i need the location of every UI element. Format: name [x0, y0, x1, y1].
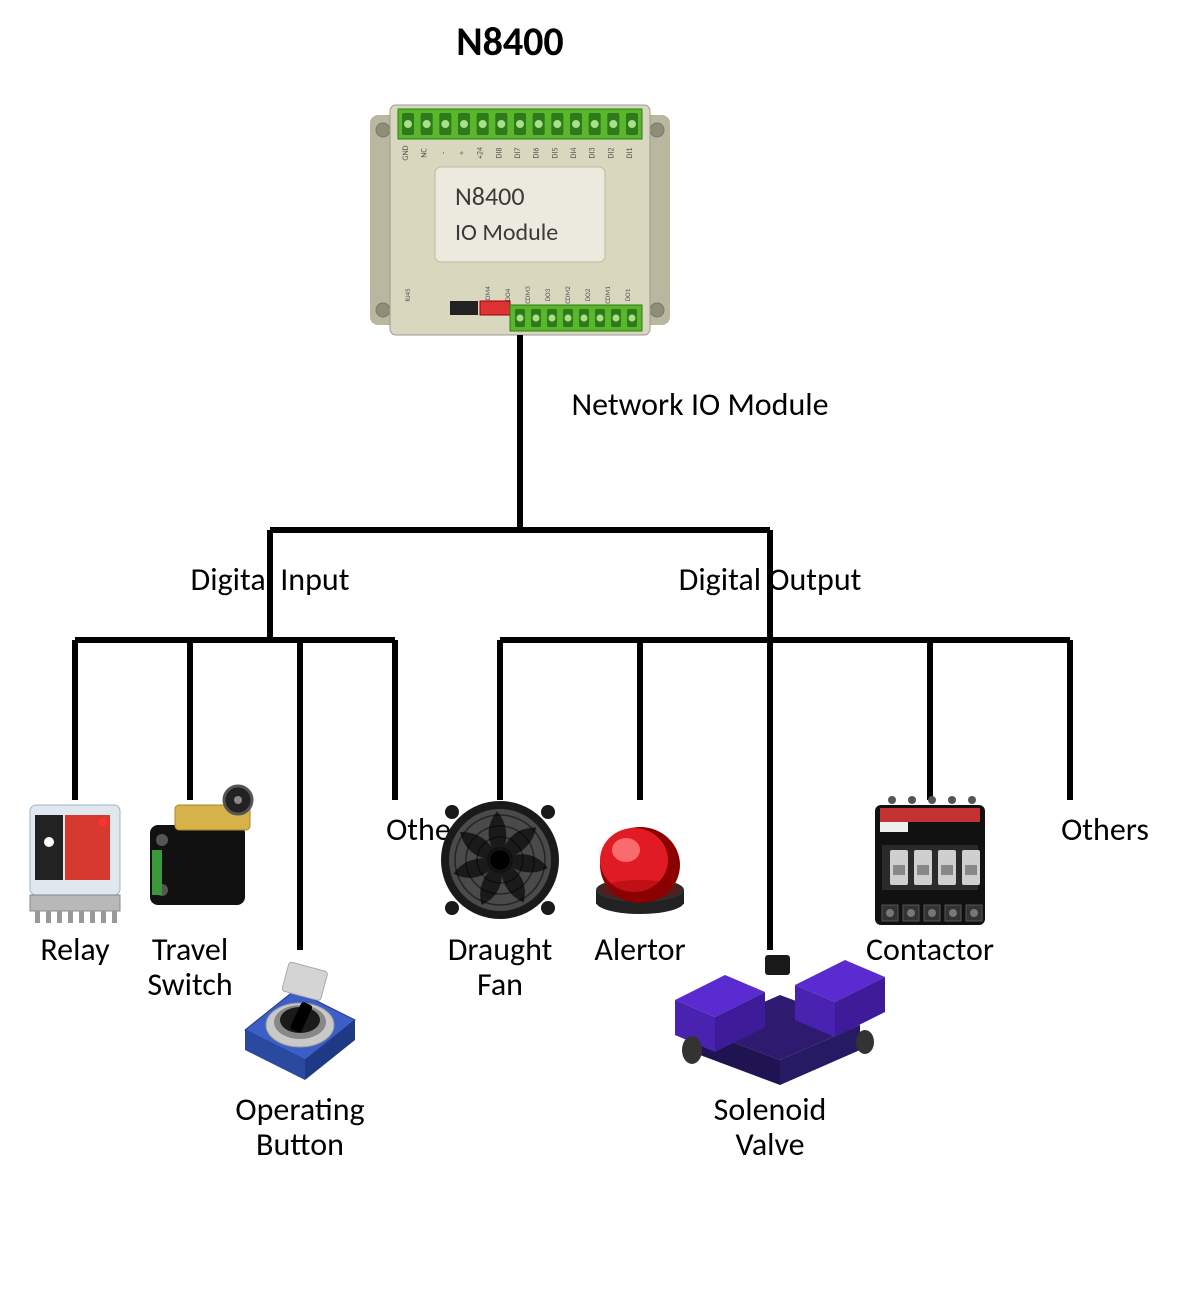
trunk-label: Network IO Module	[571, 385, 828, 424]
svg-text:NC: NC	[420, 148, 430, 158]
svg-text:DO3: DO3	[543, 288, 552, 301]
alertor-icon	[596, 827, 684, 914]
branch-left-label: Digital Input	[191, 560, 350, 599]
fan-icon	[445, 805, 555, 915]
module-subtitle: IO Module	[455, 218, 558, 247]
svg-text:GND: GND	[401, 145, 411, 160]
right-leaf-label-4: Others	[1061, 810, 1149, 849]
svg-text:DO1: DO1	[623, 288, 632, 301]
svg-text:DI3: DI3	[588, 148, 598, 159]
contactor-icon	[875, 796, 985, 925]
svg-text:CDM1: CDM1	[603, 286, 612, 304]
io-module: GNDNC-++24DI8DI7DI6DI5DI4DI3DI2DI1N8400I…	[370, 105, 670, 335]
left-leaf-label-2: OperatingButton	[235, 1090, 364, 1164]
right-leaf-label-0: DraughtFan	[448, 930, 553, 1004]
svg-text:DO2: DO2	[583, 288, 592, 301]
valve-icon	[675, 955, 885, 1085]
right-leaf-label-2: SolenoidValve	[714, 1090, 827, 1164]
svg-text:DI7: DI7	[513, 148, 523, 159]
right-leaf-label-1: Alertor	[594, 930, 685, 969]
relay-icon	[30, 805, 120, 923]
svg-text:+: +	[457, 151, 467, 155]
svg-text:DI8: DI8	[494, 148, 504, 159]
module-title: N8400	[455, 180, 525, 212]
svg-text:DI4: DI4	[569, 148, 579, 159]
svg-text:CDM2: CDM2	[563, 286, 572, 304]
svg-text:DI6: DI6	[532, 148, 542, 159]
button-icon	[245, 962, 355, 1080]
left-leaf-label-0: Relay	[40, 930, 110, 969]
svg-text:RJ45: RJ45	[403, 288, 412, 302]
page-title: N8400	[456, 17, 563, 66]
diagram-canvas: N8400GNDNC-++24DI8DI7DI6DI5DI4DI3DI2DI1N…	[0, 0, 1200, 1300]
svg-text:DI5: DI5	[550, 148, 560, 159]
svg-text:DI1: DI1	[625, 148, 635, 159]
branch-right-label: Digital Output	[679, 560, 862, 599]
travel-switch-icon	[150, 786, 252, 905]
svg-text:DO4: DO4	[503, 288, 512, 301]
svg-text:CDM3: CDM3	[523, 286, 532, 304]
right-leaf-label-3: Contactor	[866, 930, 994, 969]
svg-text:+24: +24	[476, 147, 486, 159]
left-leaf-label-1: TravelSwitch	[147, 930, 232, 1004]
svg-text:DI2: DI2	[606, 148, 616, 159]
